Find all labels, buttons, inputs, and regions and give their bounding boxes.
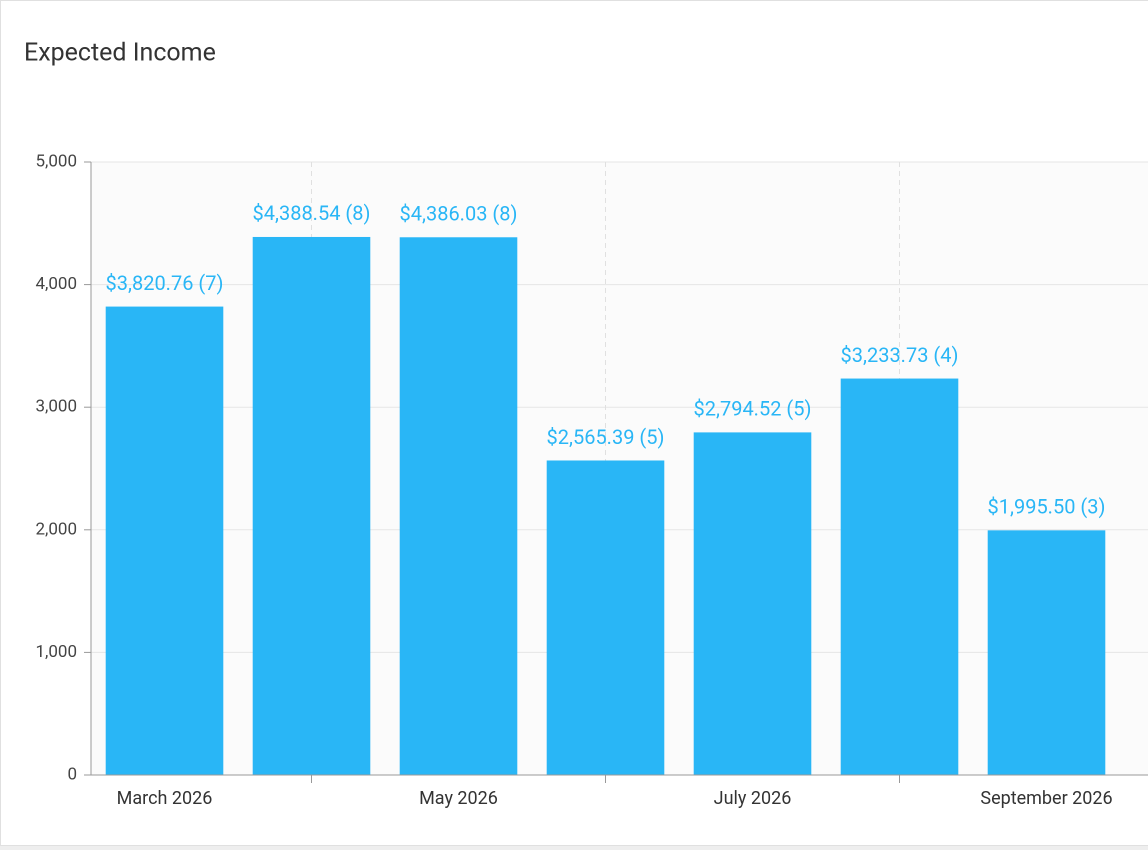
- x-tick-label: March 2026: [117, 788, 213, 809]
- bar: [105, 306, 224, 775]
- card-footer: [0, 846, 1148, 850]
- y-tick-label: 5,000: [35, 151, 77, 171]
- value-label: $4,386.03 (8): [400, 202, 518, 226]
- value-label: $2,794.52 (5): [694, 397, 812, 421]
- x-tick-label: July 2026: [714, 788, 792, 809]
- bar: [693, 432, 812, 775]
- bar: [252, 236, 371, 776]
- y-tick-label: 4,000: [35, 274, 77, 294]
- y-tick-label: 1,000: [35, 642, 77, 662]
- bar: [546, 460, 665, 775]
- chart-title: Expected Income: [24, 39, 216, 68]
- y-tick-label: 2,000: [35, 519, 77, 539]
- x-tick-label: September 2026: [980, 788, 1112, 809]
- value-label: $3,820.76 (7): [106, 271, 224, 295]
- value-label: $3,233.73 (4): [841, 343, 959, 367]
- bar: [399, 237, 518, 776]
- value-label: $1,995.50 (3): [988, 495, 1106, 519]
- y-tick-label: 3,000: [35, 397, 77, 417]
- bar: [840, 378, 959, 775]
- bar: [987, 530, 1106, 775]
- x-tick-label: May 2026: [419, 788, 498, 809]
- value-label: $4,388.54 (8): [253, 201, 371, 225]
- y-tick-label: 0: [67, 764, 77, 784]
- value-label: $2,565.39 (5): [547, 425, 665, 449]
